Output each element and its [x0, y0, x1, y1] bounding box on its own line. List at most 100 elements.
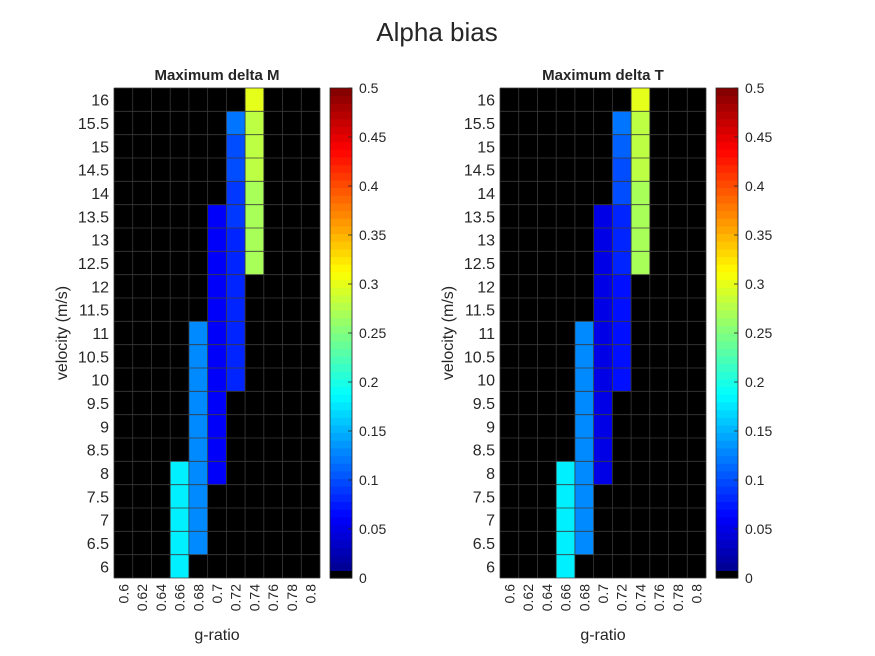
y-tick-label: 15	[91, 139, 109, 156]
colorbar-segment	[330, 233, 352, 242]
heatmap-cell	[593, 461, 613, 485]
heatmap-cell	[593, 274, 613, 298]
heatmap-cell	[612, 344, 632, 368]
colorbar-segment	[330, 325, 352, 334]
colorbar-segment	[716, 440, 738, 449]
colorbar-segment	[716, 386, 738, 395]
colorbar-segment	[716, 202, 738, 212]
colorbar-segment	[716, 256, 738, 265]
heatmap-cell	[556, 531, 575, 555]
colorbar-segment	[716, 264, 738, 273]
colorbar-segment	[716, 432, 738, 441]
colorbar-segment	[330, 417, 352, 426]
colorbar-tick-label: 0.1	[745, 472, 765, 488]
colorbar-segment	[330, 95, 352, 104]
heatmap-cell	[612, 321, 632, 345]
heatmap-cell	[188, 438, 208, 462]
colorbar-tick-label: 0.15	[359, 423, 386, 439]
y-tick-label: 7	[486, 513, 495, 530]
colorbar-segment	[330, 279, 352, 288]
heatmap-cell	[612, 158, 632, 182]
colorbar-tick-label: 0.35	[745, 227, 772, 243]
heatmap-cell	[556, 461, 575, 485]
y-tick-label: 6	[100, 559, 109, 576]
x-tick-label: 0.78	[284, 584, 300, 611]
heatmap-cell	[245, 158, 264, 182]
colorbar-tick-label: 0.45	[359, 129, 386, 145]
heatmap-cell	[612, 134, 632, 158]
colorbar-segment	[716, 394, 738, 403]
heatmap-cell	[574, 461, 594, 485]
colorbar-segment	[330, 103, 352, 112]
y-tick-label: 7	[100, 513, 109, 530]
heatmap-cell	[226, 344, 246, 368]
y-tick-label: 6.5	[473, 536, 495, 553]
colorbar-segment	[716, 302, 738, 311]
heatmap-cell	[226, 111, 246, 135]
colorbar-segment	[716, 424, 738, 434]
colorbar-segment	[716, 378, 738, 388]
heatmap-cell	[170, 531, 189, 555]
heatmap-cell	[574, 484, 594, 508]
colorbar-segment	[330, 149, 352, 158]
colorbar-segment	[716, 172, 738, 181]
y-tick-label: 9.5	[473, 396, 495, 413]
heatmap-panel-delta-m: Maximum delta M 6 6.5 7 7.5 8 8.5 9 9.5 10 10.5 11 1…	[54, 67, 386, 644]
colorbar-segment	[716, 126, 738, 135]
y-tick-label: 14	[477, 186, 495, 203]
colorbar-segment	[716, 570, 738, 579]
y-tick-label: 11.5	[465, 303, 495, 320]
colorbar-segment	[330, 363, 352, 372]
heatmap-cell	[593, 344, 613, 368]
y-tick-label: 10.5	[464, 349, 495, 366]
y-tick-label: 14.5	[464, 163, 495, 180]
colorbar-tick-label: 0.1	[359, 472, 379, 488]
heatmap-cell	[170, 484, 189, 508]
colorbar-segment	[716, 539, 738, 548]
x-tick-label: 0.68	[190, 584, 206, 611]
figure-title: Alpha bias	[376, 17, 497, 47]
y-tick-label: 15.5	[464, 116, 495, 133]
heatmap-cell	[556, 484, 575, 508]
colorbar-segment	[716, 179, 738, 189]
x-tick-label: 0.78	[670, 584, 686, 611]
heatmap-cell	[188, 461, 208, 485]
heatmap-cell	[612, 181, 632, 205]
y-tick-label: 9	[486, 419, 495, 436]
y-tick-label: 16	[477, 93, 495, 110]
heatmap-cell	[188, 414, 208, 438]
colorbar-segment	[716, 287, 738, 296]
heatmap-cell	[207, 251, 227, 275]
heatmap-cell	[245, 181, 264, 205]
y-tick-label: 12	[91, 279, 109, 296]
y-tick-label: 11	[92, 326, 109, 343]
heatmap-cell	[574, 508, 594, 532]
panel-title: Maximum delta M	[154, 67, 279, 84]
colorbar-segment	[716, 110, 738, 120]
colorbar-segment	[330, 241, 352, 250]
colorbar-segment	[330, 539, 352, 548]
heatmap-cell	[593, 251, 613, 275]
heatmap-cell	[612, 228, 632, 252]
colorbar-segment	[330, 524, 352, 533]
y-axis-label: velocity (m/s)	[54, 286, 71, 380]
heatmap-cell	[226, 298, 246, 322]
heatmap-cell	[631, 134, 650, 158]
colorbar-segment	[330, 470, 352, 480]
colorbar-tick-label: 0.25	[745, 325, 772, 341]
colorbar-segment	[330, 409, 352, 418]
colorbar-segment	[330, 264, 352, 273]
heatmap-cell	[226, 274, 246, 298]
colorbar-segment	[330, 562, 352, 571]
heatmap-cell	[226, 158, 246, 182]
x-tick-label: 0.8	[303, 584, 319, 604]
heatmap-cell	[556, 508, 575, 532]
colorbar-segment	[330, 256, 352, 265]
colorbar-segment	[716, 310, 738, 319]
colorbar-segment	[716, 317, 738, 326]
heatmap-cell	[188, 508, 208, 532]
y-tick-label: 12.5	[464, 256, 495, 273]
x-tick-label: 0.74	[632, 584, 648, 611]
colorbar-tick-label: 0.2	[745, 374, 765, 390]
panel-title: Maximum delta T	[542, 67, 664, 84]
